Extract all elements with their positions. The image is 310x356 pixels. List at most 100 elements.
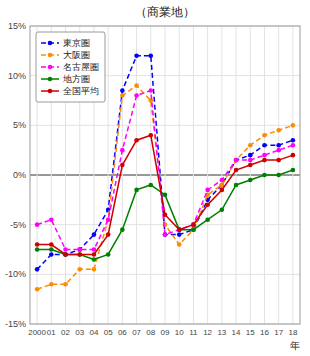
series-point (276, 173, 281, 178)
series-point (49, 242, 54, 247)
x-tick-label: 04 (89, 328, 98, 337)
legend-label: 大阪圏 (63, 50, 90, 60)
series-point (291, 123, 296, 128)
series-point (177, 242, 182, 247)
series-point (120, 227, 125, 232)
grid-line (136, 26, 137, 324)
grid-line (193, 26, 194, 324)
series-point (177, 232, 182, 237)
grid-line (108, 26, 109, 324)
series-point (77, 247, 82, 252)
series-point (77, 267, 82, 272)
series-point (220, 178, 225, 183)
legend-label: 東京圏 (63, 38, 90, 48)
series-point (63, 252, 68, 257)
series-point (63, 252, 68, 257)
legend: 東京圏大阪圏名古屋圏地方圏全国平均 (36, 32, 105, 102)
legend-item: 全国平均 (41, 86, 99, 96)
series-point (177, 227, 182, 232)
legend-item: 地方圏 (41, 74, 90, 84)
series-point (134, 188, 139, 193)
series-point (120, 93, 125, 98)
series-point (77, 252, 82, 257)
chart: （商業地）-15%-10%-5%0%5%10%15%20000102030405… (0, 0, 310, 356)
series-point (120, 88, 125, 93)
series-point (148, 88, 153, 93)
x-tick-label: 06 (118, 328, 127, 337)
series-line (37, 91, 293, 250)
grid-line (179, 26, 180, 324)
series-point (291, 168, 296, 173)
series-point (234, 183, 239, 188)
series-point (35, 267, 40, 272)
x-tick-label: 17 (274, 328, 283, 337)
series-line (37, 86, 293, 290)
series-point (148, 98, 153, 103)
x-axis-label: 年 (290, 340, 300, 351)
series-point (35, 242, 40, 247)
series-point (106, 252, 111, 257)
series-point (205, 217, 210, 222)
series-point (92, 232, 97, 237)
series-point (262, 143, 267, 148)
series-point (49, 252, 54, 257)
legend-item: 大阪圏 (41, 50, 90, 60)
series-point (120, 148, 125, 153)
x-tick-label: 07 (132, 328, 141, 337)
series-point (191, 227, 196, 232)
series-point (248, 163, 253, 168)
legend-swatch-marker (48, 53, 53, 58)
series-point (163, 212, 168, 217)
series-point (291, 153, 296, 158)
y-tick-label: 0% (13, 170, 26, 180)
series-point (77, 252, 82, 257)
x-tick-label: 14 (232, 328, 241, 337)
series-point (191, 222, 196, 227)
legend-swatch-marker (48, 77, 53, 82)
series-point (177, 227, 182, 232)
legend-swatch-marker (48, 89, 53, 94)
x-tick-label: 08 (146, 328, 155, 337)
x-tick-label: 01 (47, 328, 56, 337)
series-point (92, 267, 97, 272)
title: （商業地） (135, 5, 195, 19)
legend-swatch-marker (48, 65, 53, 70)
series-point (106, 217, 111, 222)
series-point (148, 54, 153, 59)
series-point (248, 143, 253, 148)
x-tick-label: 11 (189, 328, 198, 337)
grid-line (292, 26, 293, 324)
x-tick-label: 10 (175, 328, 184, 337)
grid-line (236, 26, 237, 324)
series-point (291, 138, 296, 143)
series-point (276, 128, 281, 133)
series-point (234, 158, 239, 163)
legend-label: 全国平均 (63, 86, 99, 96)
series-line (37, 56, 293, 270)
x-tick-label: 02 (61, 328, 70, 337)
grid-line (207, 26, 208, 324)
y-tick-label: -5% (10, 220, 26, 230)
series-point (276, 158, 281, 163)
series-point (63, 282, 68, 287)
grid-line (165, 26, 166, 324)
y-tick-label: 15% (8, 21, 26, 31)
x-tick-label: 09 (161, 328, 170, 337)
series-point (276, 148, 281, 153)
x-tick-label: 15 (246, 328, 255, 337)
series-point (92, 257, 97, 262)
series-point (35, 247, 40, 252)
series-point (262, 158, 267, 163)
series-point (220, 207, 225, 212)
series-point (248, 158, 253, 163)
legend-label: 名古屋圏 (63, 62, 99, 72)
series-point (120, 163, 125, 168)
series-point (291, 143, 296, 148)
series-point (262, 153, 267, 158)
plot-area (30, 26, 300, 324)
series-line (37, 135, 293, 254)
series-point (106, 217, 111, 222)
x-tick-label: 03 (75, 328, 84, 337)
x-tick-label: 2000 (28, 328, 46, 337)
series-point (163, 193, 168, 198)
